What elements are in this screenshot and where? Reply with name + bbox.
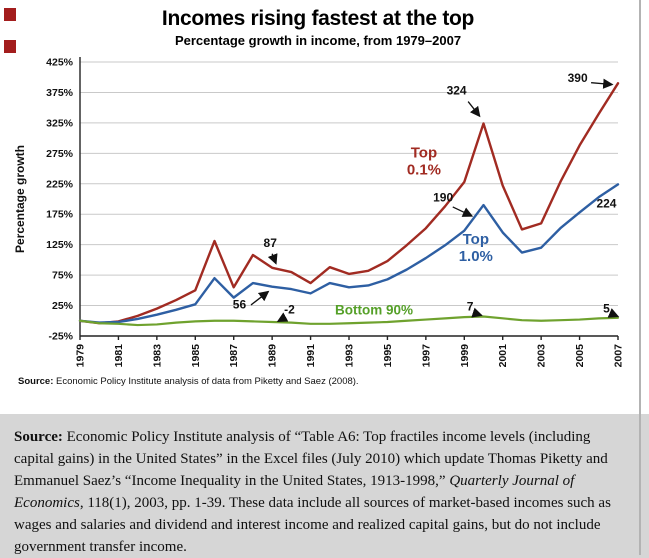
caption-panel: Source: Economic Policy Institute analys… <box>0 414 649 555</box>
source-note-text: Economic Policy Institute analysis of da… <box>53 376 359 387</box>
annotation-label: 324 <box>447 83 467 97</box>
annotation-label: 5 <box>603 301 610 315</box>
annotation-arrow <box>607 308 620 318</box>
series-label: 1.0% <box>459 248 493 265</box>
series-line-bottom-90 <box>78 315 620 327</box>
series-label: Bottom 90% <box>335 303 413 318</box>
annotation-label: 224 <box>596 197 616 211</box>
x-tick-label: 1983 <box>151 344 163 368</box>
annotation-arrow <box>471 307 483 318</box>
x-tick-label: 1993 <box>344 344 356 368</box>
y-tick-label: 25% <box>52 300 74 312</box>
series-label: Top <box>411 145 437 162</box>
series-line-top-1-0 <box>78 183 620 324</box>
annotation-label: 190 <box>433 190 453 204</box>
y-tick-label: -25% <box>48 331 73 343</box>
series-label: Top <box>463 231 489 248</box>
x-tick-label: 1985 <box>190 344 202 368</box>
income-growth-line-chart: Percentage growth -25% 25% 75% 125% 175% 225%… <box>13 57 625 368</box>
y-tick-label: 225% <box>46 178 74 190</box>
chart-subtitle: Percentage growth in income, from 1979–2… <box>174 33 462 48</box>
y-tick-label: 425% <box>46 57 74 69</box>
y-tick-label: 325% <box>46 117 74 129</box>
x-tick-label: 2007 <box>613 344 625 368</box>
caption-segment: Economic Policy Institute analysis of “T… <box>14 429 608 490</box>
annotation-arrow <box>250 290 270 306</box>
x-tick-label: 1989 <box>267 344 279 368</box>
annotation-label: 87 <box>264 236 278 250</box>
y-tick-label: 75% <box>52 270 74 282</box>
x-tick-label: 2003 <box>536 344 548 368</box>
caption-segment: , 118(1), 2003, pp. 1-39. These data inc… <box>14 495 611 556</box>
x-tick-label: 2005 <box>574 344 586 368</box>
x-tick-label: 1999 <box>459 344 471 368</box>
caption-text: Source: Economic Policy Institute analys… <box>14 426 629 558</box>
decorative-red-mark <box>4 40 16 53</box>
y-tick-label: 175% <box>46 209 74 221</box>
annotation-arrow <box>267 253 278 265</box>
x-tick-label: 1981 <box>113 344 125 368</box>
y-tick-label: 125% <box>46 239 74 251</box>
annotation-label: 56 <box>233 298 247 312</box>
y-tick-label: 375% <box>46 87 74 99</box>
decorative-red-mark <box>4 8 16 21</box>
caption-segment: Quarterly Journal of Economics <box>14 473 575 512</box>
series-line-top-0-1 <box>78 82 620 325</box>
x-tick-label: 1997 <box>420 344 432 368</box>
annotation-label: 7 <box>467 299 474 313</box>
x-tick-label: 1995 <box>382 344 394 368</box>
x-tick-label: 1987 <box>228 344 240 368</box>
source-note-label: Source: <box>18 376 54 387</box>
annotation-arrow <box>591 78 614 89</box>
x-tick-label: 2001 <box>497 344 509 368</box>
series-label: 0.1% <box>407 162 441 179</box>
x-tick-label: 1991 <box>305 344 317 368</box>
page-edge-rule <box>639 0 641 555</box>
chart-panel: Incomes rising fastest at the top Percen… <box>0 0 649 414</box>
caption-segment: Source: <box>14 429 67 445</box>
y-tick-label: 275% <box>46 148 74 160</box>
annotation-arrow <box>467 101 481 118</box>
annotation-arrow <box>452 206 474 217</box>
annotation-label: 390 <box>568 71 588 85</box>
chart-title: Incomes rising fastest at the top <box>161 7 475 30</box>
annotation-arrow <box>276 312 289 323</box>
annotation-label: -2 <box>284 302 295 316</box>
source-note: Source: Economic Policy Institute analys… <box>18 376 649 387</box>
y-axis-label: Percentage growth <box>13 145 27 253</box>
x-tick-label: 1979 <box>75 344 87 368</box>
